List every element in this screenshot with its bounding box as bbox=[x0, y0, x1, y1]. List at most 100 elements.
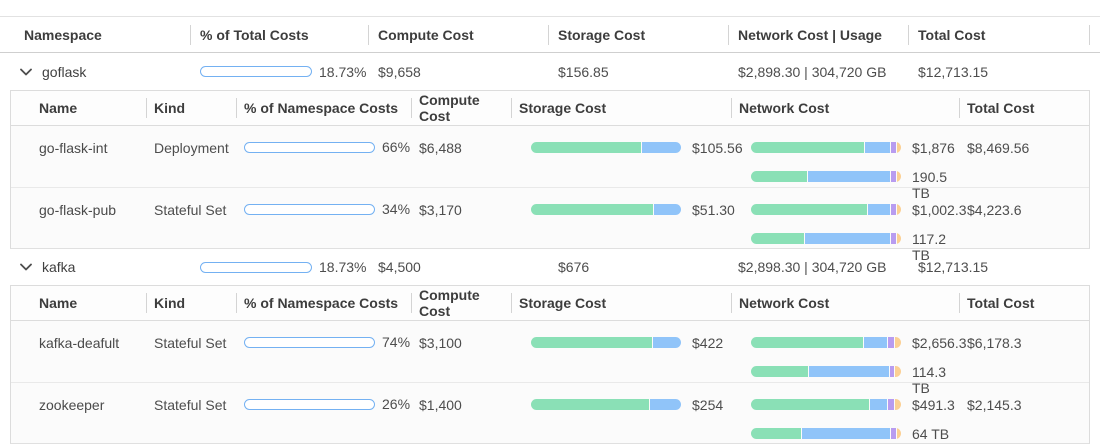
pct-namespace-costs-cell: 34% bbox=[236, 188, 411, 217]
workload-row-zookeeper[interactable]: zookeeper Stateful Set 26% $1,400 $254 $… bbox=[11, 382, 1089, 443]
storage-cost-value: $676 bbox=[558, 259, 590, 275]
column-header-kind: Kind bbox=[146, 286, 236, 320]
network-cost-cell: $2,656.3 114.3 TB bbox=[731, 321, 967, 396]
network-cost-value: $491.3 bbox=[912, 397, 955, 413]
storage-cost-bar bbox=[531, 337, 681, 348]
storage-cost-bar bbox=[531, 399, 681, 410]
column-header-storage-cost: Storage Cost bbox=[548, 17, 728, 52]
workload-table-goflask: Name Kind % of Namespace Costs Compute C… bbox=[10, 90, 1090, 263]
workload-name: kafka-deafult bbox=[39, 335, 120, 351]
total-cost-value: $6,178.3 bbox=[967, 335, 1022, 351]
compute-cost-value: $3,170 bbox=[419, 202, 462, 218]
pct-namespace-value: 66% bbox=[382, 139, 411, 155]
total-cost-value: $12,713.15 bbox=[918, 63, 989, 80]
workload-row-kafka-deafult[interactable]: kafka-deafult Stateful Set 74% $3,100 $4… bbox=[11, 321, 1089, 396]
column-header-total-cost: Total Cost bbox=[908, 17, 1090, 52]
workload-name: go-flask-int bbox=[39, 140, 108, 156]
storage-cost-value: $51.30 bbox=[692, 202, 735, 218]
storage-cost-value: $422 bbox=[692, 335, 724, 351]
storage-cost-cell: $105.56 bbox=[511, 126, 743, 156]
column-header-network-cost-usage: Network Cost | Usage bbox=[728, 17, 908, 52]
network-usage-value: 114.3 TB bbox=[912, 364, 946, 396]
network-cost-usage-value: $2,898.30 | 304,720 GB bbox=[738, 63, 887, 80]
namespace-table-header: Namespace % of Total Costs Compute Cost … bbox=[0, 16, 1100, 53]
network-usage-bar bbox=[751, 233, 901, 244]
network-cost-cell: $1,876 190.5 TB bbox=[731, 126, 959, 201]
workload-kind: Stateful Set bbox=[154, 397, 227, 413]
network-cost-bar bbox=[751, 204, 901, 215]
storage-cost-bar bbox=[531, 204, 681, 215]
network-cost-value: $2,656.3 bbox=[912, 335, 967, 351]
column-header-compute-cost: Compute Cost bbox=[411, 286, 511, 320]
total-cost-value: $12,713.15 bbox=[918, 259, 989, 275]
pct-namespace-bar bbox=[244, 141, 375, 153]
storage-cost-value: $254 bbox=[692, 397, 724, 413]
pct-total-value: 18.73% bbox=[319, 63, 367, 80]
chevron-down-icon[interactable] bbox=[20, 68, 32, 76]
compute-cost-value: $3,100 bbox=[419, 335, 462, 351]
workload-row-go-flask-pub[interactable]: go-flask-pub Stateful Set 34% $3,170 $51… bbox=[11, 187, 1089, 263]
network-cost-cell: $1,002.3 117.2 TB bbox=[731, 188, 967, 263]
pct-namespace-costs-cell: 74% bbox=[236, 321, 411, 350]
workload-table-header: Name Kind % of Namespace Costs Compute C… bbox=[11, 91, 1089, 126]
network-usage-value: 64 TB bbox=[912, 426, 950, 442]
network-cost-bar bbox=[751, 142, 901, 153]
pct-namespace-costs-cell: 26% bbox=[236, 383, 411, 412]
pct-namespace-bar bbox=[244, 336, 375, 348]
storage-cost-value: $156.85 bbox=[558, 63, 609, 80]
column-header-compute-cost: Compute Cost bbox=[368, 17, 548, 52]
column-header-total-cost: Total Cost bbox=[959, 286, 1089, 320]
namespace-name: kafka bbox=[42, 259, 76, 275]
network-usage-bar bbox=[751, 171, 901, 182]
column-header-compute-cost: Compute Cost bbox=[411, 91, 511, 125]
storage-cost-value: $105.56 bbox=[692, 140, 743, 156]
network-usage-value: 190.5 TB bbox=[912, 169, 948, 201]
compute-cost-value: $1,400 bbox=[419, 397, 462, 413]
pct-total-costs-cell: 18.73% bbox=[190, 64, 368, 80]
network-cost-bar bbox=[751, 337, 901, 348]
workload-row-go-flask-int[interactable]: go-flask-int Deployment 66% $6,488 $105.… bbox=[11, 126, 1089, 201]
total-cost-value: $8,469.56 bbox=[967, 140, 1030, 156]
network-cost-bar bbox=[751, 399, 901, 410]
column-header-pct-namespace-costs: % of Namespace Costs bbox=[236, 286, 411, 320]
pct-namespace-bar bbox=[244, 398, 375, 410]
pct-total-bar bbox=[200, 66, 312, 77]
column-header-name: Name bbox=[39, 100, 78, 116]
column-header-pct-total-costs: % of Total Costs bbox=[190, 17, 368, 52]
column-header-storage-cost: Storage Cost bbox=[511, 91, 731, 125]
workload-name: zookeeper bbox=[39, 397, 105, 413]
column-header-kind: Kind bbox=[146, 91, 236, 125]
total-cost-value: $4,223.6 bbox=[967, 202, 1022, 218]
pct-total-bar bbox=[200, 261, 312, 273]
namespace-row-kafka[interactable]: kafka 18.73% $4,500 $676 $2,898.30 | 304… bbox=[0, 249, 1100, 285]
storage-cost-cell: $254 bbox=[511, 383, 731, 413]
column-header-network-cost: Network Cost bbox=[731, 91, 959, 125]
network-usage-value: 117.2 TB bbox=[912, 231, 946, 263]
pct-total-value: 18.73% bbox=[319, 259, 367, 275]
network-usage-bar bbox=[751, 366, 901, 377]
workload-name: go-flask-pub bbox=[39, 202, 117, 218]
network-cost-value: $1,002.3 bbox=[912, 202, 967, 218]
pct-namespace-costs-cell: 66% bbox=[236, 126, 411, 155]
column-header-namespace: Namespace bbox=[24, 26, 102, 43]
storage-cost-cell: $422 bbox=[511, 321, 731, 351]
pct-namespace-value: 34% bbox=[382, 201, 411, 217]
storage-cost-bar bbox=[531, 142, 681, 153]
pct-namespace-value: 26% bbox=[382, 396, 411, 412]
namespace-row-goflask[interactable]: goflask 18.73% $9,658 $156.85 $2,898.30 … bbox=[0, 53, 1100, 90]
column-header-name: Name bbox=[39, 295, 78, 311]
network-cost-cell: $491.3 64 TB bbox=[731, 383, 959, 442]
total-cost-value: $2,145.3 bbox=[967, 397, 1022, 413]
workload-kind: Stateful Set bbox=[154, 335, 227, 351]
network-cost-usage-value: $2,898.30 | 304,720 GB bbox=[738, 259, 887, 275]
chevron-down-icon[interactable] bbox=[20, 263, 32, 271]
network-usage-bar bbox=[751, 428, 901, 439]
column-header-network-cost: Network Cost bbox=[731, 286, 959, 320]
workload-kind: Stateful Set bbox=[154, 202, 227, 218]
compute-cost-value: $4,500 bbox=[378, 259, 421, 275]
pct-total-costs-cell: 18.73% bbox=[190, 259, 368, 275]
storage-cost-cell: $51.30 bbox=[511, 188, 735, 218]
compute-cost-value: $6,488 bbox=[419, 140, 462, 156]
network-cost-value: $1,876 bbox=[912, 140, 955, 156]
